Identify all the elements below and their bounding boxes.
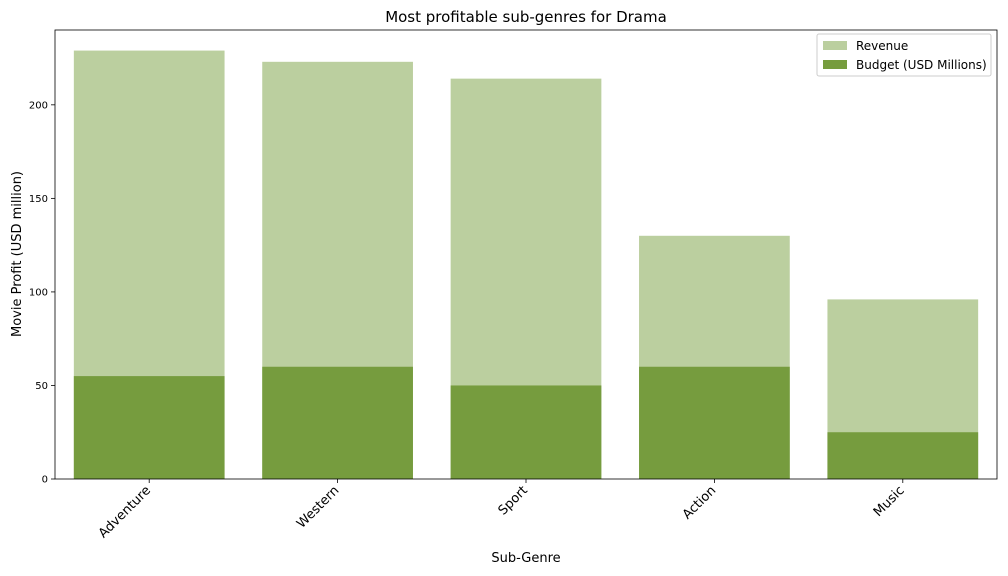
bar-budget-western (262, 366, 413, 479)
y-axis-label: Movie Profit (USD million) (10, 171, 25, 337)
legend-box (816, 33, 992, 77)
x-tick-label: Sport (496, 483, 531, 518)
legend-swatch-revenue (823, 41, 847, 50)
bar-budget-sport (450, 385, 602, 479)
x-axis: Adventure Western Sport Action Music (96, 479, 908, 541)
y-tick-label: 50 (35, 381, 48, 392)
chart-title: Most profitable sub-genres for Drama (385, 8, 667, 26)
legend-label-revenue: Revenue (856, 39, 908, 53)
legend-swatch-budget (823, 60, 847, 69)
x-tick-label: Western (294, 483, 342, 531)
x-tick-label: Adventure (96, 483, 154, 541)
y-tick-label: 0 (42, 475, 48, 486)
bar-budget-adventure (73, 376, 225, 479)
x-tick-label: Music (871, 483, 908, 520)
y-tick-label: 150 (29, 194, 48, 205)
x-axis-label: Sub-Genre (491, 551, 560, 566)
legend: Revenue Budget (USD Millions) (816, 33, 992, 77)
y-tick-label: 100 (29, 287, 48, 298)
y-axis: 0 50 100 150 200 (29, 100, 55, 486)
bar-budget-action (639, 366, 790, 479)
bars-group (73, 50, 979, 480)
legend-label-budget: Budget (USD Millions) (856, 58, 987, 72)
bar-budget-music (827, 432, 979, 479)
y-tick-label: 200 (29, 100, 48, 111)
x-tick-label: Action (680, 483, 719, 522)
